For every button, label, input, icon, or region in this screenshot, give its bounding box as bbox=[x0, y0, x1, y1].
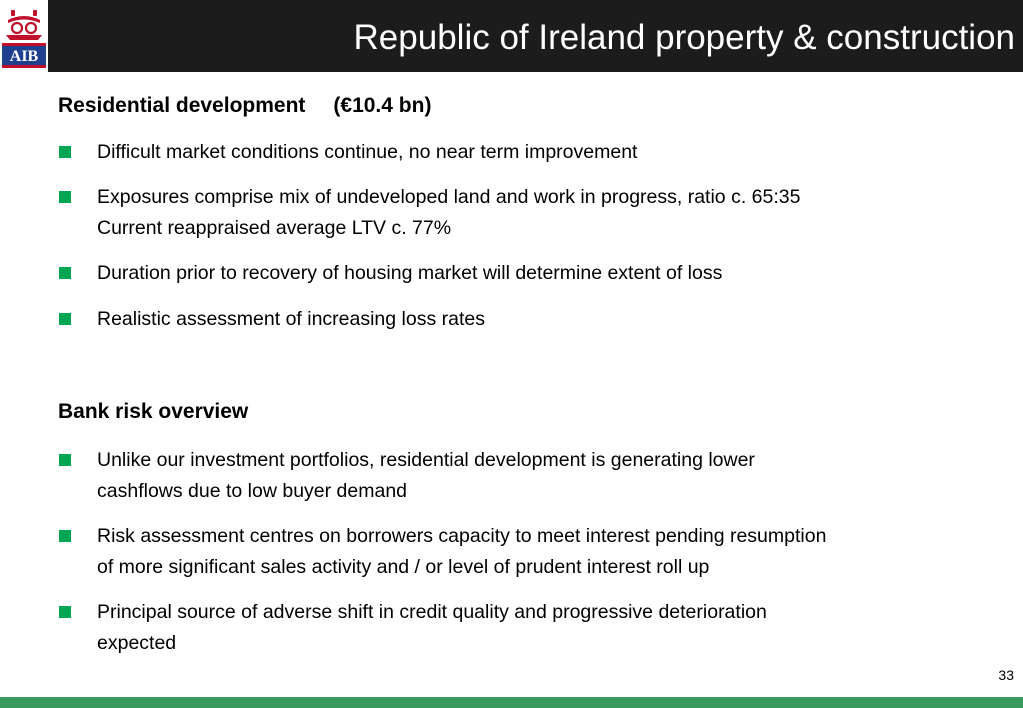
list-item-line: Principal source of adverse shift in cre… bbox=[97, 601, 767, 623]
list-item-text: Duration prior to recovery of housing ma… bbox=[97, 258, 987, 289]
logo-text: AIB bbox=[10, 48, 39, 65]
list-item-line: expected bbox=[97, 632, 177, 654]
bullet-square-icon bbox=[59, 267, 71, 279]
list-item-line: Duration prior to recovery of housing ma… bbox=[97, 262, 723, 284]
list-item-line: Current reappraised average LTV c. 77% bbox=[97, 217, 452, 239]
list-item-line: cashflows due to low buyer demand bbox=[97, 480, 408, 502]
bullet-square-icon bbox=[59, 530, 71, 542]
list-item-text: Exposures comprise mix of undeveloped la… bbox=[97, 182, 987, 244]
section-heading-text: Residential development bbox=[58, 94, 306, 117]
page-number: 33 bbox=[998, 667, 1014, 683]
aib-logo: AIB bbox=[0, 0, 48, 72]
list-item-line: Exposures comprise mix of undeveloped la… bbox=[97, 186, 801, 208]
list-item-line: Unlike our investment portfolios, reside… bbox=[97, 449, 755, 471]
title-bar: AIB Republic of Ireland property & const… bbox=[0, 0, 1023, 72]
list-item-text: Risk assessment centres on borrowers cap… bbox=[97, 521, 987, 583]
section-heading-residential-development: Residential development (€10.4 bn) bbox=[58, 92, 431, 120]
bullet-square-icon bbox=[59, 146, 71, 158]
exposure-amount: (€10.4 bn) bbox=[333, 94, 432, 117]
list-item-line: Risk assessment centres on borrowers cap… bbox=[97, 525, 827, 547]
list-item-text: Unlike our investment portfolios, reside… bbox=[97, 445, 987, 507]
page-title: Republic of Ireland property & construct… bbox=[353, 18, 1015, 57]
bullet-square-icon bbox=[59, 454, 71, 466]
list-item-line: Difficult market conditions continue, no… bbox=[97, 141, 638, 163]
list-item-text: Realistic assessment of increasing loss … bbox=[97, 304, 987, 335]
section-heading-bank-risk-overview: Bank risk overview bbox=[58, 398, 248, 426]
footer-bar bbox=[0, 697, 1023, 708]
bullet-square-icon bbox=[59, 606, 71, 618]
bullet-square-icon bbox=[59, 191, 71, 203]
bullet-square-icon bbox=[59, 313, 71, 325]
list-item-text: Principal source of adverse shift in cre… bbox=[97, 597, 987, 659]
section-heading-text: Bank risk overview bbox=[58, 400, 249, 423]
list-item-line: Realistic assessment of increasing loss … bbox=[97, 308, 485, 330]
list-item-line: of more significant sales activity and /… bbox=[97, 556, 710, 578]
aib-ark-logo-icon: AIB bbox=[2, 10, 46, 68]
list-item-text: Difficult market conditions continue, no… bbox=[97, 137, 987, 168]
